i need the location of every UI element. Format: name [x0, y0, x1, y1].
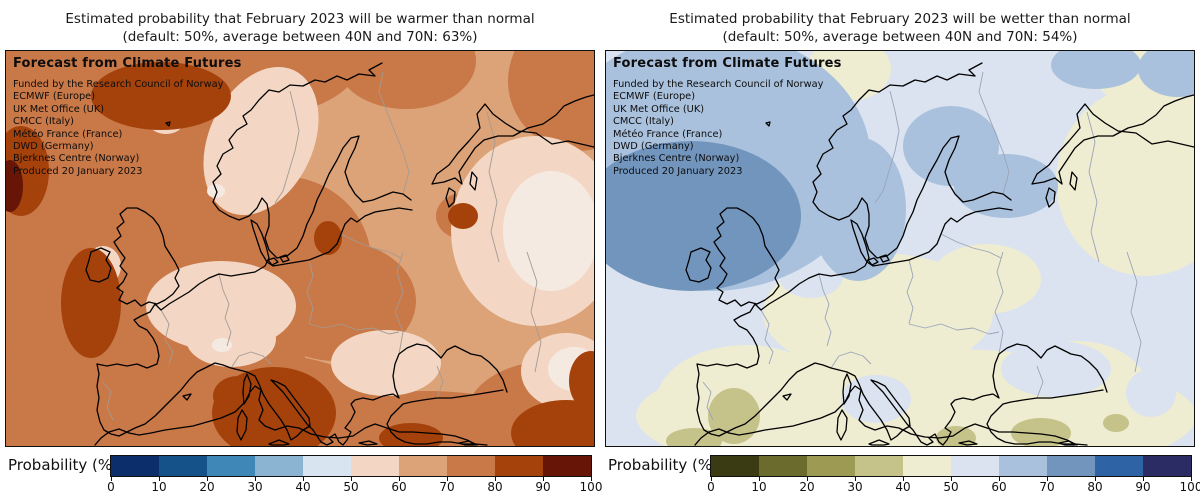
credits-line: UK Met Office (UK)	[613, 103, 705, 115]
colorbar-segment	[159, 456, 207, 476]
probability-region-50-60	[779, 254, 1176, 423]
credits-line: Météo France (France)	[13, 128, 123, 140]
tick-label: 40	[295, 480, 311, 494]
tick-label: 50	[343, 480, 359, 494]
credits-line: DWD (Germany)	[13, 141, 94, 153]
credits-block: Forecast from Climate Futures Funded by …	[613, 56, 842, 178]
credits-heading: Forecast from Climate Futures	[613, 56, 842, 71]
title-line-1: Estimated probability that February 2023…	[669, 11, 1131, 27]
colorbar-segment	[999, 456, 1047, 476]
colorbar-label: Probability (%)	[608, 456, 719, 474]
credits-line: Produced 20 January 2023	[13, 165, 143, 177]
tick-label: 30	[247, 480, 263, 494]
credits-line: CMCC (Italy)	[613, 116, 674, 128]
credits-line: Funded by the Research Council of Norway	[13, 79, 224, 90]
colorbar-segment	[111, 456, 159, 476]
tick-label: 100	[1179, 480, 1200, 494]
colorbar-segment	[1143, 456, 1191, 476]
title-line-2: (default: 50%, average between 40N and 7…	[722, 28, 1078, 45]
title-line-2: (default: 50%, average between 40N and 7…	[122, 28, 478, 45]
colorbar-warmer	[110, 455, 592, 477]
colorbar-wetter	[710, 455, 1192, 477]
credits-line: ECMWF (Europe)	[613, 91, 696, 103]
tick-label: 60	[391, 480, 407, 494]
colorbar-segment	[207, 456, 255, 476]
colorbar-segment	[351, 456, 399, 476]
credits-line: Produced 20 January 2023	[613, 165, 743, 177]
colorbar-segment	[903, 456, 951, 476]
colorbar-segment	[447, 456, 495, 476]
colorbar-segment	[303, 456, 351, 476]
credits-line: ECMWF (Europe)	[13, 91, 96, 103]
colorbar-segment	[1047, 456, 1095, 476]
credits-line: Bjerknes Centre (Norway)	[13, 153, 140, 165]
probability-region-80-90	[6, 62, 594, 446]
tick-label: 30	[847, 480, 863, 494]
title-line-1: Estimated probability that February 2023…	[65, 11, 535, 27]
colorbar-segment	[951, 456, 999, 476]
panel-title-warmer: Estimated probability that February 2023…	[0, 11, 600, 46]
credits-block: Forecast from Climate Futures Funded by …	[13, 56, 242, 178]
map-wetter: Forecast from Climate Futures Funded by …	[605, 50, 1195, 447]
europe-map-wetter	[606, 51, 1194, 446]
credits-line: DWD (Germany)	[613, 141, 694, 153]
tick-label: 70	[439, 480, 455, 494]
tick-label: 60	[991, 480, 1007, 494]
tick-label: 80	[487, 480, 503, 494]
tick-label: 0	[707, 480, 715, 494]
tick-label: 20	[199, 480, 215, 494]
tick-label: 90	[1135, 480, 1151, 494]
tick-label: 70	[1039, 480, 1055, 494]
colorbar-segment	[255, 456, 303, 476]
tick-label: 10	[151, 480, 167, 494]
probability-region-90-100	[6, 160, 23, 212]
colorbar-segment	[855, 456, 903, 476]
panel-warmer: Estimated probability that February 2023…	[0, 11, 603, 494]
map-warmer: Forecast from Climate Futures Funded by …	[5, 50, 595, 447]
tick-label: 20	[799, 480, 815, 494]
colorbar-segment	[1095, 456, 1143, 476]
credits-heading: Forecast from Climate Futures	[13, 56, 242, 71]
colorbar-segment	[807, 456, 855, 476]
tick-label: 10	[751, 480, 767, 494]
credits-line: Bjerknes Centre (Norway)	[613, 153, 740, 165]
tick-label: 100	[579, 480, 603, 494]
credits-line: Funded by the Research Council of Norway	[613, 79, 824, 90]
colorbar-segment	[759, 456, 807, 476]
colorbar-segment	[399, 456, 447, 476]
tick-label: 90	[535, 480, 551, 494]
colorbar-segment	[711, 456, 759, 476]
credits-line: Météo France (France)	[613, 128, 723, 140]
credits-line: UK Met Office (UK)	[13, 103, 105, 115]
credits-line: CMCC (Italy)	[13, 116, 74, 128]
tick-label: 80	[1087, 480, 1103, 494]
panel-wetter: Estimated probability that February 2023…	[600, 0, 1200, 502]
colorbar-label: Probability (%)	[8, 456, 119, 474]
tick-label: 50	[943, 480, 959, 494]
probability-region-70-80	[606, 141, 801, 291]
panel-title-wetter: Estimated probability that February 2023…	[600, 11, 1200, 46]
tick-label: 0	[107, 480, 115, 494]
colorbar-segment	[543, 456, 591, 476]
colorbar-segment	[495, 456, 543, 476]
tick-label: 40	[895, 480, 911, 494]
europe-map-warmer	[6, 51, 594, 446]
